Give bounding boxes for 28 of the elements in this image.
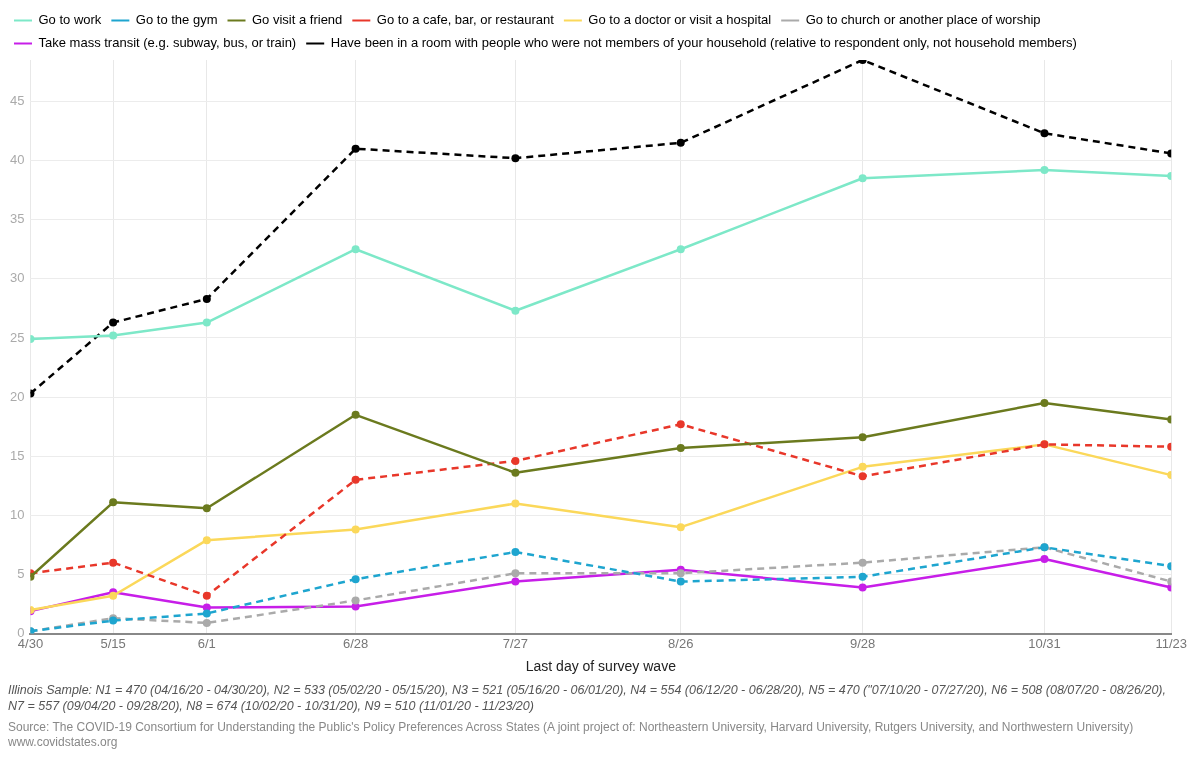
x-tick-label: 8/26 [668, 635, 694, 651]
legend-label: Go to a doctor or visit a hospital [588, 12, 772, 28]
x-tick-label: 6/1 [197, 635, 216, 651]
y-tick-label: 5 [17, 566, 25, 582]
legend-label: Go to work [38, 12, 102, 28]
legend-label: Go visit a friend [252, 12, 343, 28]
y-tick-label: 35 [9, 211, 25, 227]
x-tick-label: 10/31 [1028, 635, 1061, 651]
legend-label: Have been in a room with people who were not members of your household (relative to respondent only, not household members) [330, 35, 1077, 51]
x-tick-label: 9/28 [849, 635, 876, 651]
y-tick-label: 10 [9, 506, 25, 522]
x-tick-label: 6/28 [342, 635, 369, 651]
legend-label: Go to the gym [135, 12, 218, 28]
y-tick-label: 15 [9, 447, 25, 463]
y-tick-label: 20 [9, 388, 25, 404]
y-tick-label: 45 [9, 92, 25, 108]
x-tick-label: 7/27 [502, 635, 529, 651]
y-tick-label: 25 [9, 329, 25, 345]
y-tick-label: 40 [9, 152, 25, 168]
legend-label: Take mass transit (e.g. subway, bus, or train) [38, 35, 297, 51]
source-note: Source: The COVID-19 Consortium for Understanding the Public's Policy Preferences Across States (A joint project of: Northeastern University, Harvard University, Rutgers University, and Northwestern University) www.covidstates.org [8, 720, 1135, 750]
legend-label: Go to a cafe, bar, or restaurant [376, 12, 555, 28]
legend-label: Go to church or another place of worship [805, 12, 1041, 28]
x-tick-label: 11/23 [1155, 635, 1188, 651]
x-axis-title: Last day of survey wave [525, 658, 677, 675]
y-tick-label: 30 [9, 270, 25, 286]
text: Illinois Sample: N1 = 470 (04/16/20 - 04/30/20), N2 = 533 (05/02/20 - 05/15/20), N3 = 521 (05/16/20 - 06/01/20), N4 = 554 (06/12/20 - 06/28/20), N5 = 470 ("07/10/20 - 07/27/20), N6 = 508 (08/07/20 - 08/26/20), N7 = 557 (09/04/20 - 09/28/20), N8 = 674 (10/02/20 - 10/31/20), N9 = 510 (11/01/20 - 11/23/20) [8, 682, 1167, 714]
x-tick-label: 5/15 [100, 635, 126, 651]
